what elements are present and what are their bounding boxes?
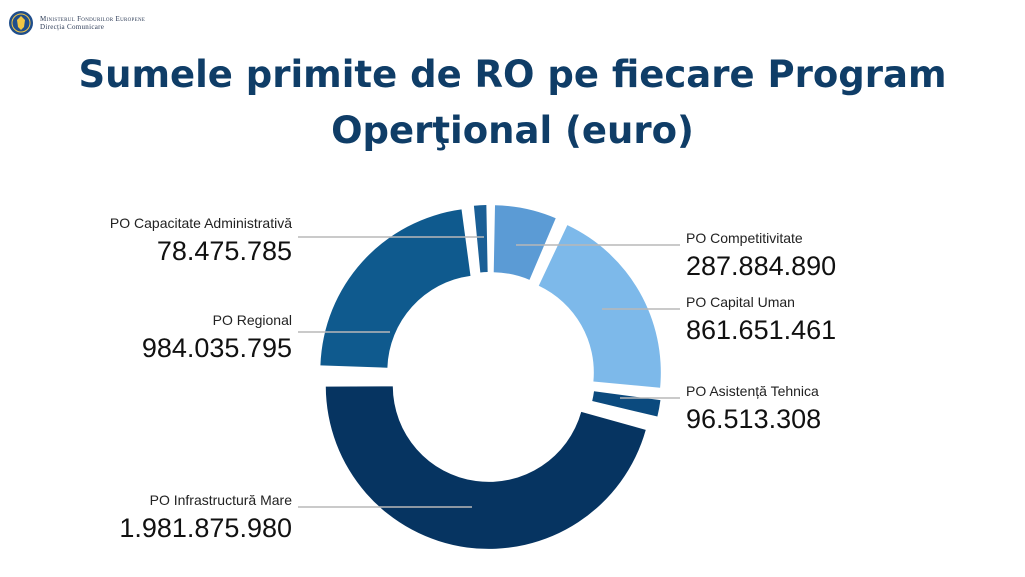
ministry-line1: Ministerul Fondurilor Europene [40, 15, 146, 23]
slice-value: 984.035.795 [142, 333, 292, 363]
donut-slice [325, 386, 646, 549]
slice-label: PO Infrastructură Mare [150, 492, 293, 508]
coat-of-arms-icon [9, 11, 33, 35]
ministry-line2: Direcția Comunicare [40, 23, 105, 31]
donut-slice [320, 209, 471, 368]
slice-value: 96.513.308 [686, 404, 821, 434]
page-title: Sumele primite de RO pe fiecare Program … [78, 53, 947, 152]
slice-value: 1.981.875.980 [119, 513, 292, 543]
donut-slice [493, 205, 556, 280]
slice-value: 861.651.461 [686, 315, 836, 345]
donut-slice [592, 391, 661, 417]
ministry-logo: Ministerul Fondurilor Europene Direcția … [8, 10, 145, 36]
slice-label: PO Asistență Tehnica [686, 383, 819, 399]
slice-label: PO Capacitate Administrativă [110, 215, 292, 231]
ministry-name: Ministerul Fondurilor Europene Direcția … [40, 15, 145, 31]
slice-value: 287.884.890 [686, 251, 836, 281]
donut-slice [538, 225, 661, 388]
slice-value: 78.475.785 [157, 236, 292, 266]
donut-slice [473, 205, 488, 273]
slice-label: PO Capital Uman [686, 294, 795, 310]
slice-label: PO Regional [213, 312, 292, 328]
slice-label: PO Competitivitate [686, 230, 803, 246]
